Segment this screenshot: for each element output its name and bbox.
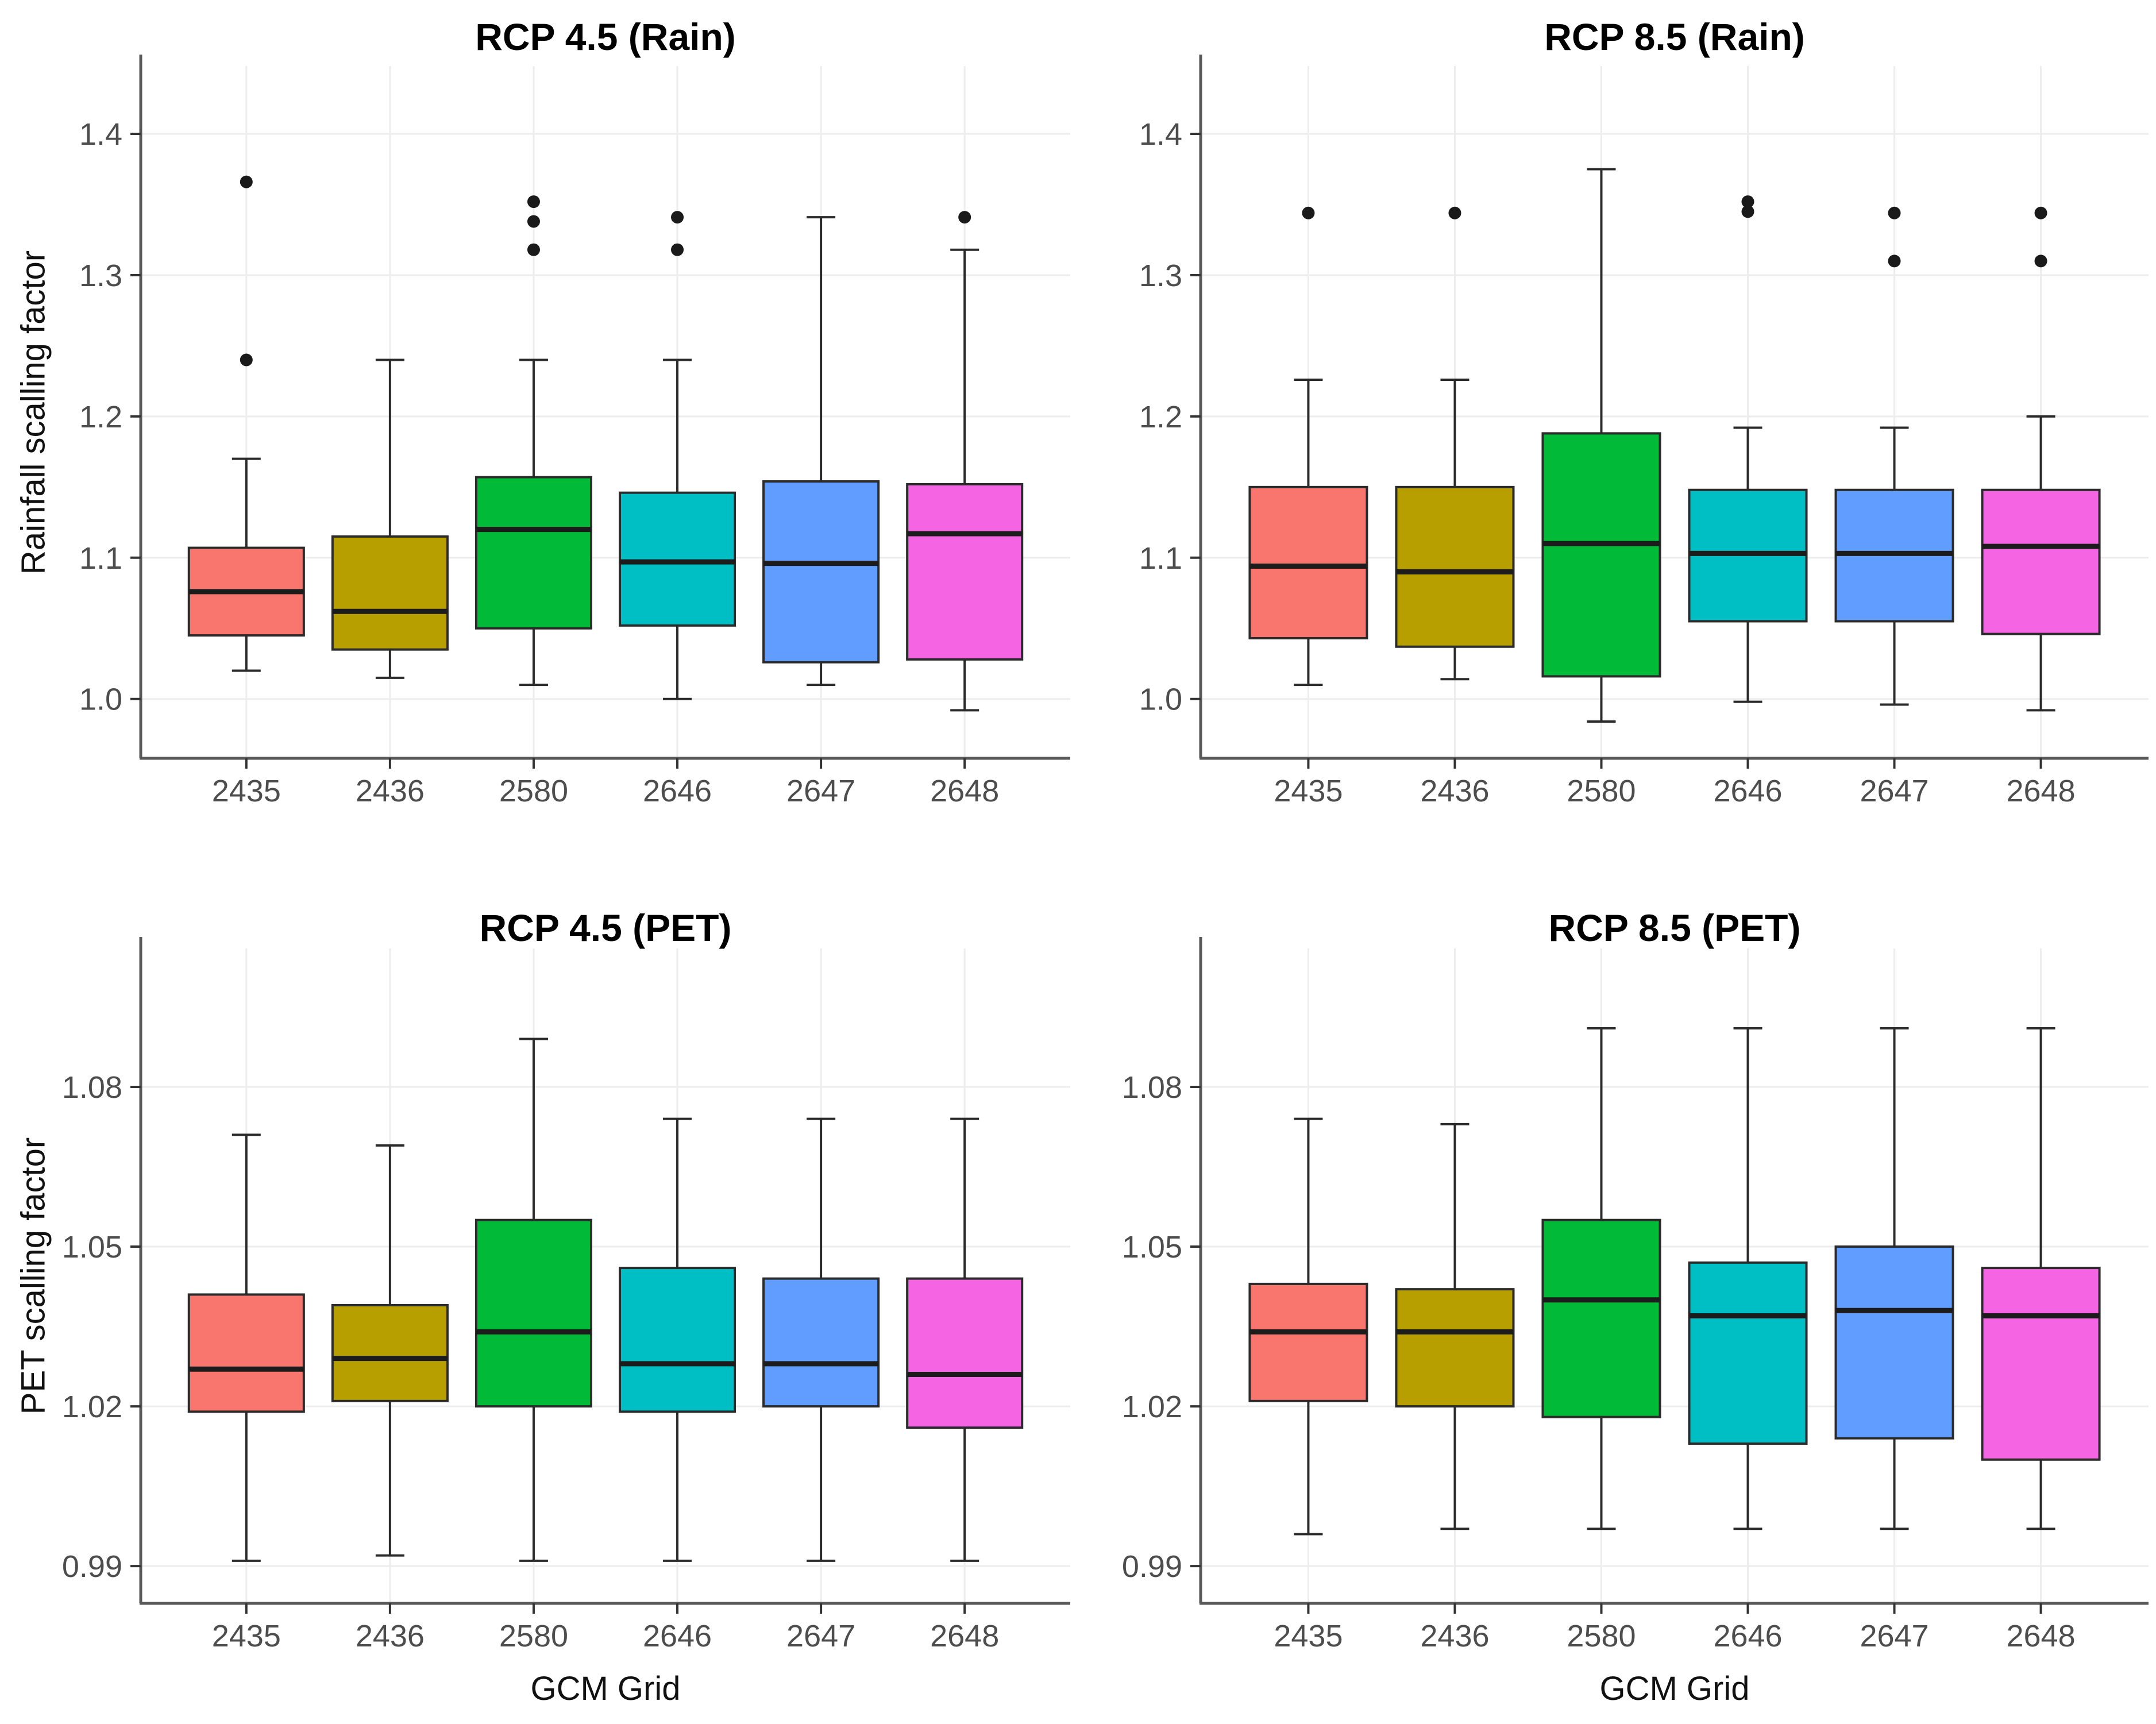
svg-text:2647: 2647 [1860,774,1929,808]
svg-text:1.0: 1.0 [79,682,122,717]
svg-text:2646: 2646 [1713,1619,1782,1653]
svg-text:2436: 2436 [356,774,425,808]
svg-text:1.08: 1.08 [62,1070,122,1105]
svg-text:2646: 2646 [643,1619,712,1653]
boxplot-canvas-rcp45-pet: 0.99 1.02 1.05 1.08 2435 2436 2580 2646 2647 2648 [62,937,1070,1653]
svg-text:2436: 2436 [1420,774,1489,808]
svg-text:2647: 2647 [786,1619,855,1653]
svg-text:0.99: 0.99 [62,1549,122,1584]
svg-text:2648: 2648 [930,774,999,808]
svg-text:1.05: 1.05 [1122,1230,1182,1264]
svg-text:2435: 2435 [212,774,281,808]
x-axis-title-gcm-grid-left: GCM Grid [530,1670,681,1707]
svg-text:1.02: 1.02 [62,1390,122,1424]
svg-text:2580: 2580 [499,1619,568,1653]
panel-rcp45-pet: RCP 4.5 (PET) PET scalling factor GCM Gr… [0,862,1078,1724]
panel-title-rcp45-pet: RCP 4.5 (PET) [479,907,732,949]
panel-title-rcp45-rain: RCP 4.5 (Rain) [475,16,736,58]
svg-text:1.4: 1.4 [1139,117,1182,152]
svg-text:2435: 2435 [212,1619,281,1653]
boxplot-canvas-rcp85-rain: 1.0 1.1 1.2 1.3 1.4 2435 2436 2580 2646 2647 2648 [1139,55,2149,808]
panel-title-rcp85-rain: RCP 8.5 (Rain) [1544,16,1805,58]
svg-text:2648: 2648 [930,1619,999,1653]
panel-title-rcp85-pet: RCP 8.5 (PET) [1548,907,1801,949]
svg-text:2580: 2580 [1567,774,1636,808]
svg-text:0.99: 0.99 [1122,1549,1182,1584]
x-axis-title-gcm-grid-right: GCM Grid [1599,1670,1750,1707]
svg-text:2648: 2648 [2006,1619,2075,1653]
panel-rcp85-rain: RCP 8.5 (Rain) 1.0 1.1 1.2 1.3 1.4 2435 2436 25… [1078,0,2156,862]
svg-text:1.3: 1.3 [1139,259,1182,293]
svg-text:1.2: 1.2 [1139,400,1182,434]
svg-text:2646: 2646 [643,774,712,808]
svg-text:2647: 2647 [786,774,855,808]
svg-text:1.08: 1.08 [1122,1070,1182,1105]
svg-text:1.1: 1.1 [79,541,122,576]
svg-text:2436: 2436 [1420,1619,1489,1653]
panel-rcp45-rain: RCP 4.5 (Rain) Rainfall scalling factor … [0,0,1078,862]
svg-text:1.4: 1.4 [79,117,122,152]
svg-text:2580: 2580 [499,774,568,808]
boxplot-canvas-rcp85-pet: 0.99 1.02 1.05 1.08 2435 2436 2580 2646 2647 2648 [1122,937,2149,1653]
svg-text:1.3: 1.3 [79,259,122,293]
svg-text:1.02: 1.02 [1122,1390,1182,1424]
svg-text:2647: 2647 [1860,1619,1929,1653]
svg-text:2436: 2436 [356,1619,425,1653]
svg-text:2435: 2435 [1274,1619,1343,1653]
svg-text:2435: 2435 [1274,774,1343,808]
panel-rcp85-pet: RCP 8.5 (PET) GCM Grid 0.99 1.02 1.05 1.08 2… [1078,862,2156,1724]
svg-text:2580: 2580 [1567,1619,1636,1653]
svg-text:1.05: 1.05 [62,1230,122,1264]
boxplot-canvas-rcp45-rain: 1.0 1.1 1.2 1.3 1.4 2435 2436 2580 2646 2647 2648 [79,55,1070,808]
svg-text:1.1: 1.1 [1139,541,1182,576]
svg-text:2648: 2648 [2006,774,2075,808]
svg-text:1.2: 1.2 [79,400,122,434]
svg-text:1.0: 1.0 [1139,682,1182,717]
svg-text:2646: 2646 [1713,774,1782,808]
